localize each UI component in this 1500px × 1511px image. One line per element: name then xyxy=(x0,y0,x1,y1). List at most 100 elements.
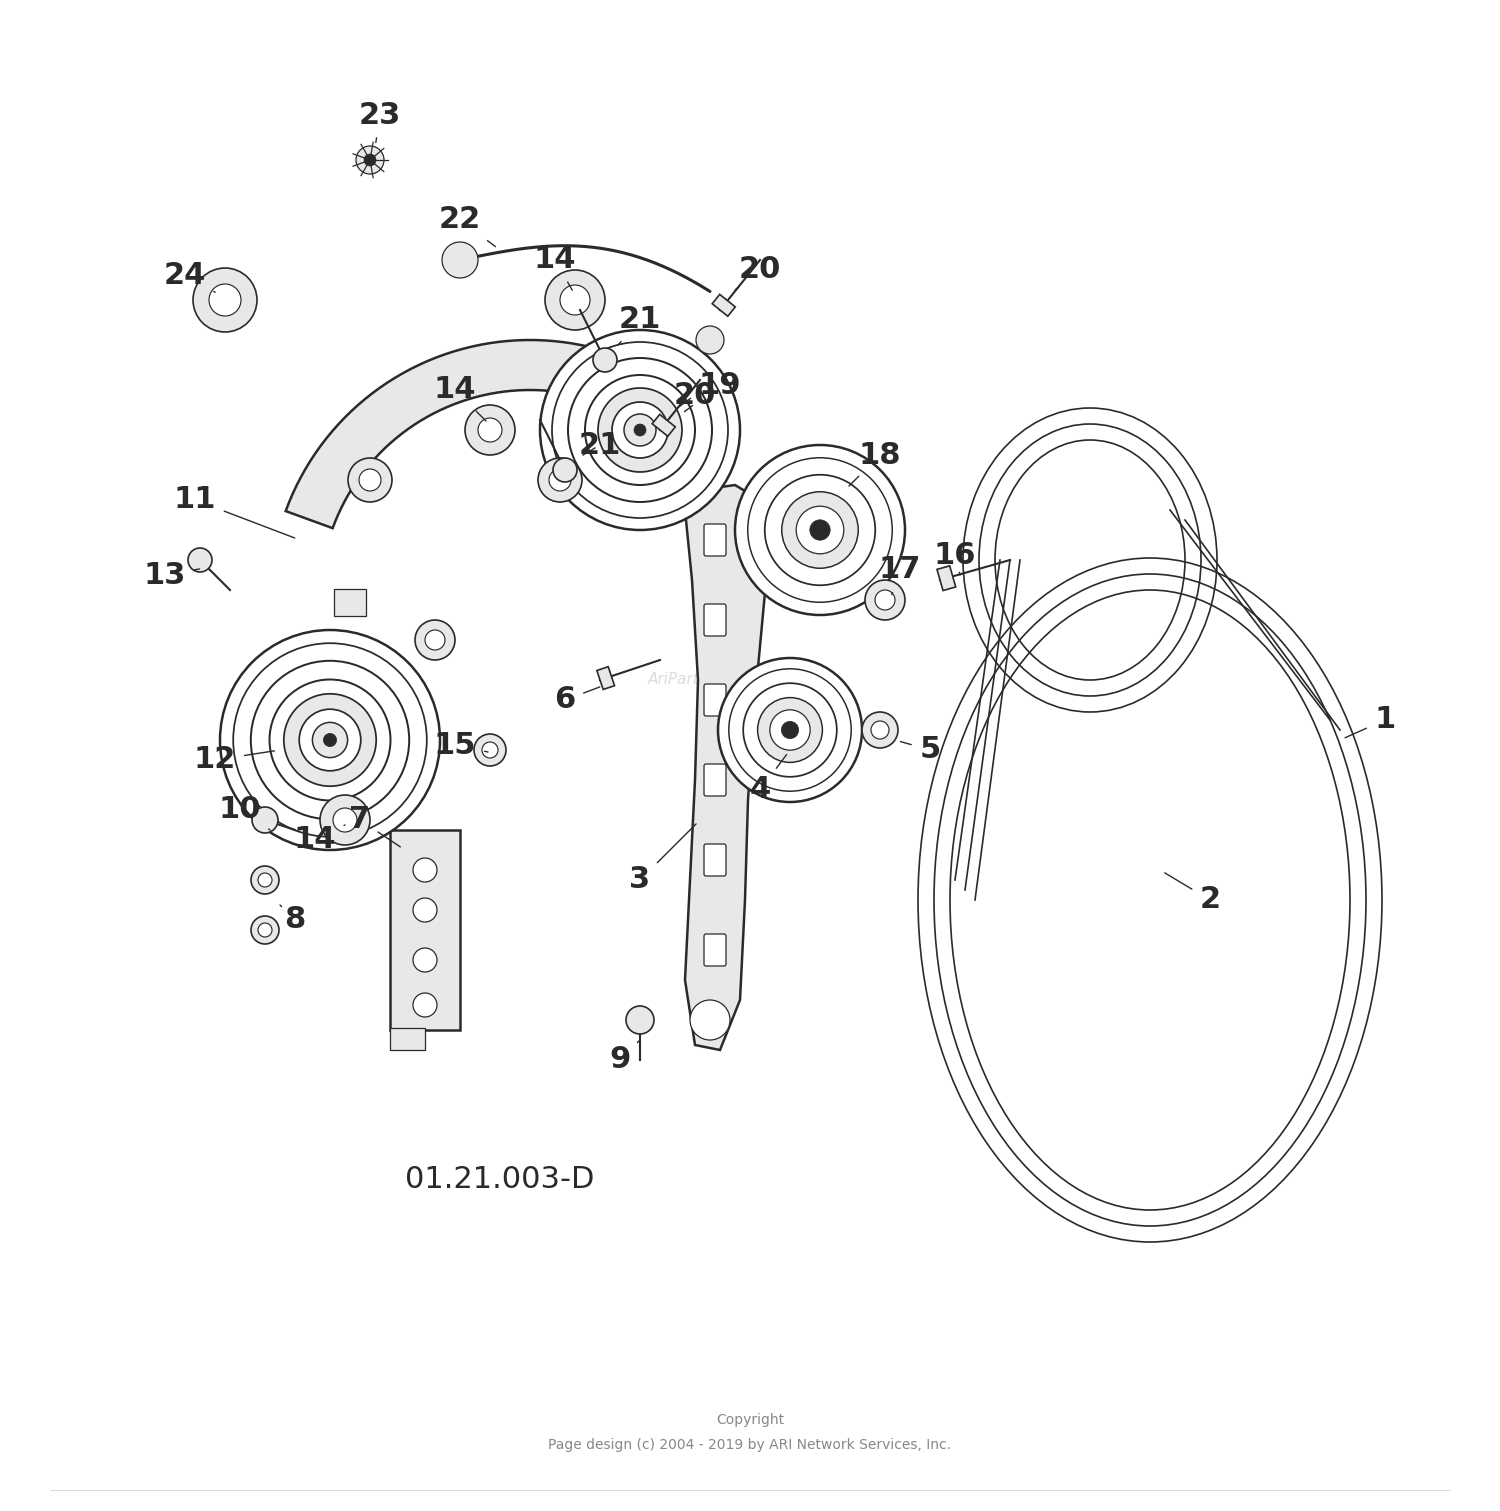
Circle shape xyxy=(810,520,830,541)
Text: 4: 4 xyxy=(750,754,786,804)
FancyBboxPatch shape xyxy=(704,604,726,636)
Circle shape xyxy=(796,506,844,555)
Circle shape xyxy=(690,1000,730,1040)
Text: 1: 1 xyxy=(1346,706,1395,737)
Text: 14: 14 xyxy=(534,245,576,290)
Circle shape xyxy=(478,419,502,443)
Circle shape xyxy=(782,491,858,568)
Text: 10: 10 xyxy=(219,795,270,830)
Circle shape xyxy=(782,721,798,739)
Text: 20: 20 xyxy=(735,255,782,290)
Text: 2: 2 xyxy=(1166,873,1221,914)
Circle shape xyxy=(284,694,376,786)
Circle shape xyxy=(251,866,279,895)
Circle shape xyxy=(871,721,889,739)
Text: 23: 23 xyxy=(358,101,401,142)
FancyBboxPatch shape xyxy=(704,845,726,876)
FancyBboxPatch shape xyxy=(704,684,726,716)
Circle shape xyxy=(554,458,578,482)
Circle shape xyxy=(442,242,478,278)
FancyBboxPatch shape xyxy=(704,934,726,966)
Circle shape xyxy=(735,446,904,615)
Circle shape xyxy=(416,620,454,660)
Polygon shape xyxy=(597,666,615,689)
FancyBboxPatch shape xyxy=(704,765,726,796)
Text: 12: 12 xyxy=(194,745,274,775)
Polygon shape xyxy=(652,414,675,437)
Circle shape xyxy=(598,388,682,471)
Circle shape xyxy=(862,712,898,748)
Circle shape xyxy=(258,923,272,937)
Text: 22: 22 xyxy=(440,205,495,246)
Circle shape xyxy=(874,589,896,610)
Circle shape xyxy=(544,270,604,329)
Text: 15: 15 xyxy=(433,730,488,760)
Text: 11: 11 xyxy=(174,485,296,538)
Circle shape xyxy=(540,329,740,530)
Circle shape xyxy=(298,709,362,771)
Text: 19: 19 xyxy=(684,370,741,411)
Text: 7: 7 xyxy=(350,805,400,848)
Circle shape xyxy=(465,405,514,455)
Text: 14: 14 xyxy=(433,376,486,422)
Circle shape xyxy=(320,795,370,845)
Text: 6: 6 xyxy=(555,686,600,715)
FancyBboxPatch shape xyxy=(390,1027,424,1050)
Text: 20: 20 xyxy=(674,381,716,409)
Text: Page design (c) 2004 - 2019 by ARI Network Services, Inc.: Page design (c) 2004 - 2019 by ARI Netwo… xyxy=(549,1438,951,1452)
Circle shape xyxy=(549,468,572,491)
Polygon shape xyxy=(712,295,735,316)
Circle shape xyxy=(413,858,436,882)
Text: 13: 13 xyxy=(144,561,200,589)
Text: 5: 5 xyxy=(900,736,940,765)
Circle shape xyxy=(364,154,376,166)
Text: 14: 14 xyxy=(294,825,345,855)
Circle shape xyxy=(220,630,440,851)
Polygon shape xyxy=(285,340,729,529)
Circle shape xyxy=(251,916,279,944)
FancyBboxPatch shape xyxy=(704,524,726,556)
Polygon shape xyxy=(686,485,768,1050)
Circle shape xyxy=(482,742,498,759)
Circle shape xyxy=(252,807,278,833)
Text: 01.21.003-D: 01.21.003-D xyxy=(405,1165,594,1195)
Text: AriPartSource: AriPartSource xyxy=(648,672,752,688)
Circle shape xyxy=(634,425,646,437)
Circle shape xyxy=(358,468,381,491)
Circle shape xyxy=(538,458,582,502)
Circle shape xyxy=(592,348,616,372)
Circle shape xyxy=(474,734,506,766)
Text: 24: 24 xyxy=(164,260,214,292)
Circle shape xyxy=(612,402,668,458)
Circle shape xyxy=(324,733,336,746)
Circle shape xyxy=(188,548,211,573)
Circle shape xyxy=(333,808,357,833)
FancyBboxPatch shape xyxy=(334,589,366,616)
Circle shape xyxy=(312,722,348,757)
FancyBboxPatch shape xyxy=(390,830,460,1031)
Text: 8: 8 xyxy=(280,905,306,934)
Circle shape xyxy=(413,898,436,922)
Circle shape xyxy=(413,947,436,972)
Circle shape xyxy=(194,267,256,332)
Circle shape xyxy=(348,458,392,502)
Text: 3: 3 xyxy=(630,823,696,895)
Circle shape xyxy=(770,710,810,749)
Text: Copyright: Copyright xyxy=(716,1413,784,1426)
Circle shape xyxy=(624,414,656,446)
Circle shape xyxy=(209,284,242,316)
Circle shape xyxy=(758,698,822,763)
Text: 16: 16 xyxy=(933,541,976,576)
Text: 17: 17 xyxy=(879,556,921,595)
Circle shape xyxy=(718,657,862,802)
Circle shape xyxy=(696,326,724,354)
Circle shape xyxy=(560,286,590,314)
Circle shape xyxy=(413,993,436,1017)
Circle shape xyxy=(865,580,904,620)
Polygon shape xyxy=(938,565,956,591)
Circle shape xyxy=(258,873,272,887)
Text: 21: 21 xyxy=(579,431,621,459)
Circle shape xyxy=(626,1006,654,1034)
Text: 18: 18 xyxy=(849,441,901,487)
Circle shape xyxy=(356,147,384,174)
